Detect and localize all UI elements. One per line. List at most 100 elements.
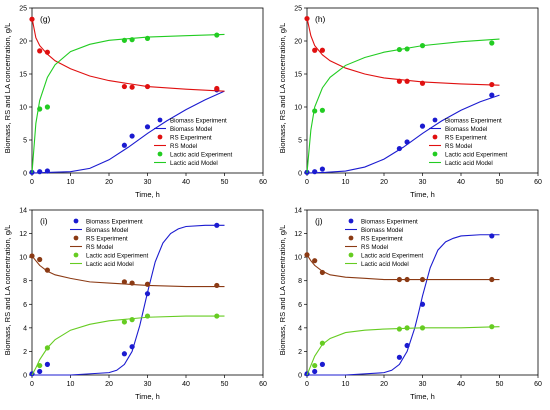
data-point — [312, 258, 318, 264]
data-point — [319, 166, 325, 172]
legend-label: RS Model — [170, 143, 197, 150]
legend-marker — [157, 134, 163, 140]
x-tick-label: 10 — [342, 179, 350, 186]
y-tick-label: 10 — [19, 255, 27, 262]
x-tick-label: 20 — [380, 179, 388, 186]
legend-label: Lactic acid Experiment — [86, 252, 149, 259]
panel-label: (h) — [315, 14, 326, 24]
data-point — [312, 169, 318, 175]
data-point — [121, 142, 127, 148]
y-tick-label: 5 — [23, 138, 27, 145]
chart-panel-4: 0 10 20 30 40 50 60 0 2 4 6 8 10 12 14 Time, h Biomass, … — [278, 208, 542, 402]
y-tick-label: 25 — [294, 6, 302, 13]
plot-frame — [306, 7, 539, 174]
x-tick-label: 40 — [457, 381, 465, 388]
y-tick-label: 15 — [19, 72, 27, 79]
legend-marker — [157, 117, 163, 123]
legend-label: RS Experiment — [361, 235, 403, 242]
legend-label: Biomass Experiment — [361, 218, 418, 225]
data-point — [489, 233, 495, 239]
data-point — [129, 133, 135, 139]
y-tick-label: 14 — [294, 208, 302, 215]
model-line — [306, 17, 500, 86]
x-tick-label: 30 — [144, 381, 152, 388]
y-tick-label: 5 — [298, 138, 302, 145]
y-tick-label: 0 — [298, 373, 302, 380]
data-point — [396, 354, 402, 360]
y-tick-label: 10 — [294, 105, 302, 112]
legend-label: Lactic acid Experiment — [361, 252, 424, 259]
x-tick-label: 50 — [221, 381, 229, 388]
data-point — [37, 368, 43, 375]
legend-label: RS Model — [361, 244, 388, 251]
x-tick-label: 30 — [144, 179, 152, 186]
x-tick-label: 0 — [30, 381, 34, 388]
legend-marker — [432, 134, 438, 140]
legend-marker — [432, 151, 438, 157]
model-line — [306, 38, 500, 174]
panel-label: (i) — [40, 216, 48, 226]
legend-label: Lactic acid Model — [170, 160, 218, 167]
y-tick-label: 2 — [298, 349, 302, 356]
legend-label: Lactic acid Model — [361, 261, 409, 268]
legend-label: Lactic acid Model — [445, 160, 493, 167]
data-point — [404, 78, 410, 84]
x-tick-label: 20 — [105, 179, 113, 186]
model-line — [306, 326, 500, 376]
legend-marker — [73, 252, 79, 258]
x-tick-label: 50 — [496, 381, 504, 388]
y-tick-label: 8 — [298, 278, 302, 285]
data-point — [419, 123, 426, 129]
y-tick-label: 20 — [19, 39, 27, 46]
legend-label: RS Model — [86, 244, 113, 251]
x-tick-label: 60 — [259, 381, 267, 388]
x-axis-label: Time, h — [135, 392, 160, 401]
y-tick-label: 10 — [19, 105, 27, 112]
data-point — [319, 107, 325, 113]
x-tick-label: 10 — [67, 381, 75, 388]
data-point — [129, 317, 135, 323]
x-axis-label: Time, h — [410, 190, 435, 199]
x-tick-label: 0 — [305, 179, 309, 186]
model-line — [306, 254, 500, 281]
panel-label: (j) — [315, 216, 323, 226]
data-point — [37, 362, 43, 369]
legend-label: Lactic acid Model — [86, 261, 134, 268]
plot-frame — [31, 7, 264, 174]
data-point — [312, 362, 318, 369]
data-point — [489, 40, 495, 46]
y-tick-label: 8 — [23, 278, 27, 285]
data-point — [121, 279, 127, 285]
legend-label: Biomass Experiment — [170, 117, 227, 124]
x-tick-label: 10 — [67, 179, 75, 186]
x-tick-label: 60 — [534, 179, 542, 186]
y-axis-label: Biomass, RS and LA concentration, g/L — [3, 23, 12, 154]
model-line — [306, 94, 500, 174]
y-tick-label: 0 — [298, 171, 302, 178]
x-tick-label: 10 — [342, 381, 350, 388]
data-point — [44, 361, 51, 367]
x-tick-label: 30 — [419, 179, 427, 186]
legend-label: Biomass Experiment — [445, 117, 502, 124]
model-line — [31, 33, 225, 174]
legend-label: Lactic acid Experiment — [170, 151, 233, 158]
x-tick-label: 20 — [380, 381, 388, 388]
legend-marker — [432, 117, 438, 123]
y-tick-label: 14 — [19, 208, 27, 215]
legend-label: Biomass Model — [86, 227, 128, 234]
y-tick-label: 10 — [294, 255, 302, 262]
data-point — [319, 361, 325, 367]
panel-label: (g) — [40, 14, 51, 24]
legend-label: RS Model — [445, 143, 472, 150]
y-tick-label: 4 — [23, 325, 27, 332]
legend-marker — [73, 235, 79, 241]
y-tick-label: 2 — [23, 349, 27, 356]
y-axis-label: Biomass, RS and LA concentration, g/L — [3, 225, 12, 356]
x-tick-label: 0 — [305, 381, 309, 388]
y-tick-label: 20 — [294, 39, 302, 46]
data-point — [121, 351, 127, 357]
